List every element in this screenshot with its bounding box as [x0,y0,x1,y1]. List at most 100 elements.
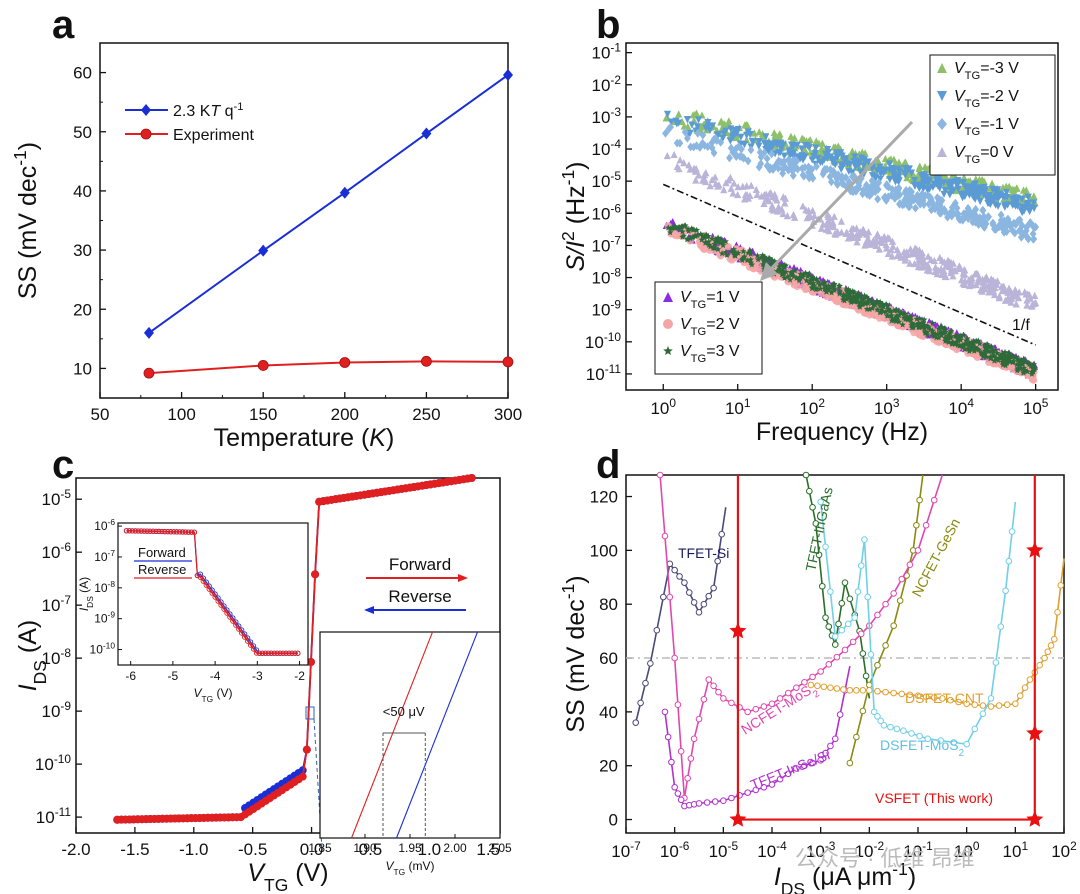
data-point [683,133,691,143]
data-point [999,361,1007,368]
text-part: 10 [42,702,61,721]
data-point [998,287,1006,295]
data-point [898,690,906,698]
data-point [960,331,967,338]
data-point [959,343,967,350]
data-point [975,274,983,282]
text-part: 10 [42,596,61,615]
inset-point [242,634,248,640]
data-point [893,245,901,254]
data-point [974,188,982,196]
data-point [830,156,839,164]
y-tick-label: 10-6 [592,201,622,223]
data-point [845,286,852,293]
series-line-1 [148,360,509,375]
text-part: Experiment [173,127,254,144]
inset-reverse-line [395,631,479,839]
inset-point [126,528,133,534]
data-point [667,118,675,126]
data-point [828,283,836,290]
text-part: V [194,686,203,700]
inset-point [247,642,254,648]
text-part: 10 [799,399,818,418]
data-point [876,175,884,183]
y-tick-label: 10-9 [42,699,72,721]
data-point [866,687,873,694]
data-point [895,183,903,193]
data-point [823,154,831,163]
data-point [668,758,675,766]
data-point [976,197,984,206]
data-point [875,245,883,253]
data-point [827,742,834,750]
data-point [684,235,692,242]
legend-label: VTG=-1 V [954,116,1019,138]
data-point [990,290,999,299]
text-part: TG [691,326,707,338]
data-point [642,679,649,687]
data-point [843,295,850,302]
text-part: 10 [94,519,108,533]
legend-marker [663,346,673,355]
data-point [720,797,727,804]
data-point [724,243,732,251]
data-point [760,199,768,207]
text-part: 10 [874,399,893,418]
data-point [843,228,851,236]
text-part: TG [691,353,707,365]
data-point [886,307,893,314]
panel-d-chart: 10-7 10-6 10-5 10-4 10-3 10-2 10-1 100 101 102020… [558,471,1077,894]
inset-point [141,528,147,534]
data-point [739,153,747,163]
data-point [762,145,770,154]
text-part: TG [202,694,214,704]
text-part: 10 [586,365,605,384]
inset-point [174,529,180,535]
data-point [816,281,823,288]
data-point [822,614,829,621]
data-point [715,688,722,696]
data-point [1018,195,1026,203]
legend-marker [937,118,947,130]
data-point [729,189,737,197]
text-part: 10 [709,842,728,861]
data-point [979,283,987,291]
data-point [836,290,843,297]
data-point [828,289,835,296]
series-2 [662,122,1040,244]
text-part: 10 [36,808,55,827]
data-point [1017,207,1026,215]
data-point [906,561,914,569]
data-point [797,270,804,277]
data-point [769,204,777,212]
text-part: 10 [35,755,54,774]
data-point [929,330,937,337]
data-point [712,235,720,243]
data-point [944,212,951,222]
text-part: -6 [108,517,116,527]
data-point [939,695,946,702]
data-point [900,248,908,256]
data-point [997,210,1005,220]
y-axis-title: S/I2 (Hz-1) [558,161,590,271]
data-point [1017,232,1025,242]
x-tick-label: 105 [1023,396,1049,418]
data-point [667,122,674,132]
data-point [898,575,906,583]
inset-x-tick-label: 2.00 [443,841,467,855]
text-part: -8 [108,579,116,589]
data-point [844,620,852,628]
inset-point [259,650,266,656]
data-point [824,212,832,221]
data-point [849,225,858,233]
data-point [710,584,717,592]
data-point [467,474,476,482]
data-point [708,122,717,130]
text-part: (Hz [562,185,590,231]
data-point [725,176,733,184]
legend-arrow-head [458,574,468,582]
data-point [1000,357,1007,364]
data-point [700,600,708,608]
text-part: 0 [669,396,676,410]
